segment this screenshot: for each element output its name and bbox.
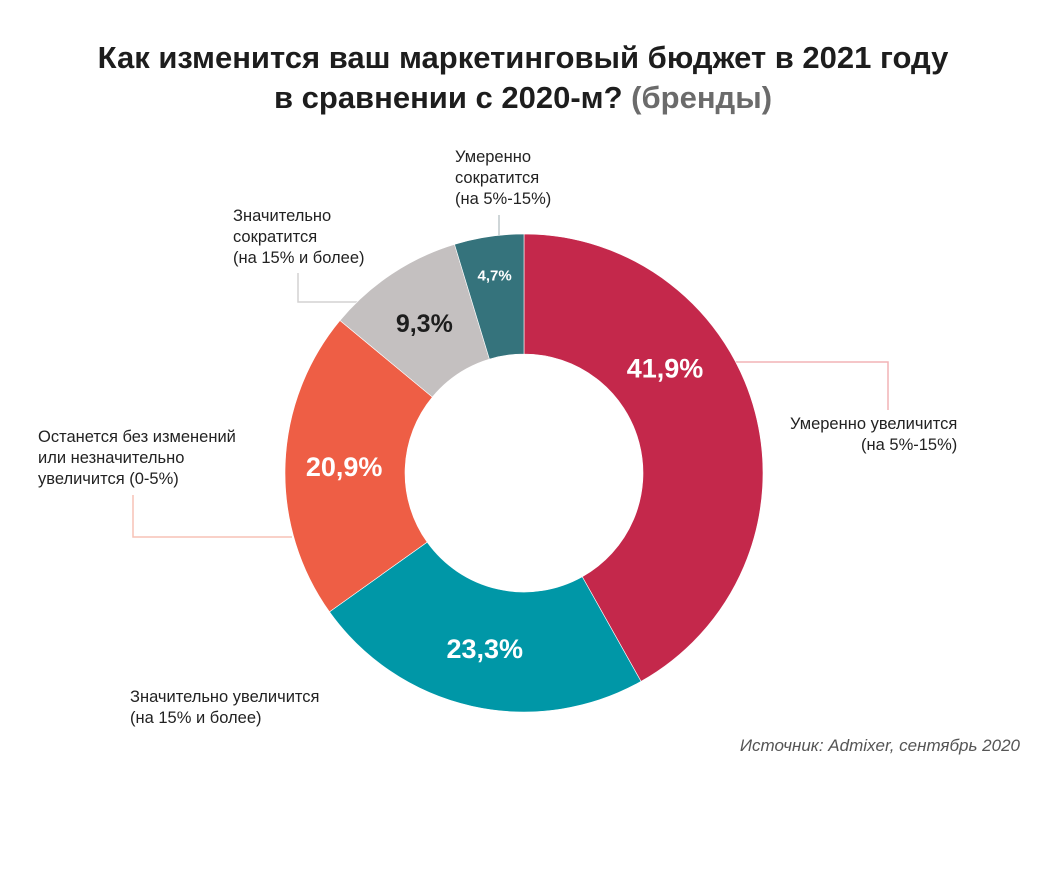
chart-subtitle: (бренды) — [631, 80, 773, 115]
slice-label-s3: Значительно сократится (на 15% и более) — [233, 207, 365, 267]
chart-title: Как изменится ваш маркетинговый бюджет в… — [0, 38, 1046, 118]
value-label-4: 4,7% — [478, 267, 512, 284]
slice-1 — [329, 541, 642, 713]
slice-label-s1: Значительно увеличится (на 15% и более) — [130, 688, 320, 727]
slice-2 — [284, 320, 433, 613]
value-label-0: 41,9% — [627, 353, 704, 383]
title-line-2: в сравнении с 2020-м? — [273, 80, 623, 115]
value-labels: 41,9% 23,3% 20,9% 9,3% 4,7% — [306, 267, 703, 664]
title-line-1: Как изменится ваш маркетинговый бюджет в… — [97, 40, 949, 75]
leader-lines — [132, 215, 889, 538]
leader-line-s0 — [735, 361, 889, 410]
slice-label-s4: Умеренно сократится (на 5%-15%) — [455, 148, 552, 208]
title-line-2-wrap: в сравнении с 2020-м? (бренды) — [0, 78, 1046, 118]
leader-line-s2 — [132, 495, 292, 538]
value-label-3: 9,3% — [396, 310, 453, 338]
source-note: Источник: Admixer, сентябрь 2020 — [739, 736, 1020, 755]
slice-label-s0: Умеренно увеличится (на 5%-15%) — [790, 415, 958, 454]
slice-0 — [523, 233, 764, 682]
leader-line-s3 — [297, 273, 360, 303]
slices — [284, 233, 764, 713]
slice-4 — [454, 233, 525, 360]
slice-label-s2: Останется без изменений или незначительн… — [38, 428, 236, 488]
value-label-2: 20,9% — [306, 452, 383, 482]
value-label-1: 23,3% — [446, 634, 523, 664]
